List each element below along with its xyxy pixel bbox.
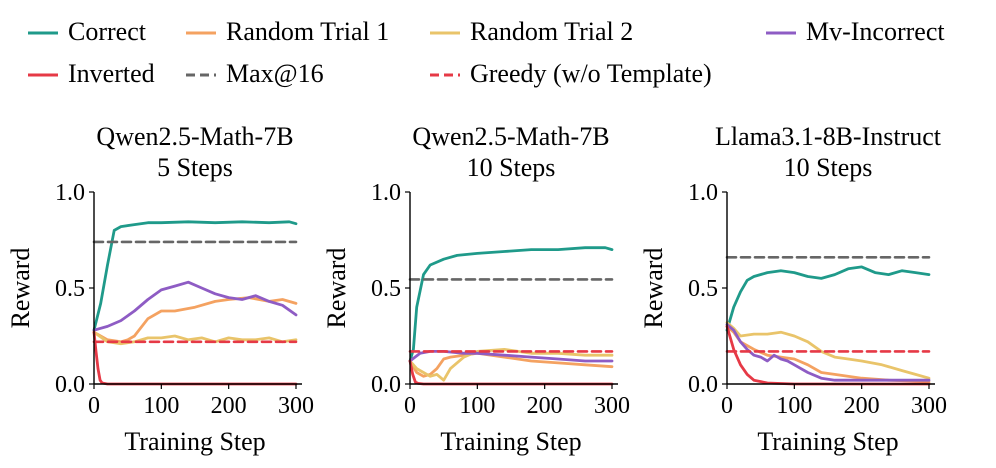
legend-entry-mv-incorrect: Mv-Incorrect [766,17,945,46]
y-axis-label: Reward [6,248,35,329]
legend-entry-random-trial-2: Random Trial 2 [430,17,633,46]
y-axis-label: Reward [322,248,351,329]
x-tick-label: 0 [404,393,416,419]
series-line-correct [408,246,614,363]
legend-entry-greedy-w-o-template: Greedy (w/o Template) [430,59,712,88]
x-tick-label: 100 [459,393,495,419]
x-tick-label: 100 [776,393,812,419]
legend-entry-max-16: Max@16 [186,59,324,88]
y-tick-label: 0.5 [371,276,401,302]
legend: Correct Random Trial 1 Random Trial 2 Mv-In… [28,17,945,88]
x-tick-label: 100 [143,393,179,419]
series-group [92,220,298,386]
legend-label-mv-incorrect: Mv-Incorrect [806,17,945,46]
chart-title-line-1: Qwen2.5-Math-7B [412,122,609,151]
series-group [725,255,931,386]
y-tick-label: 0.0 [55,372,85,398]
series-group [408,246,614,386]
y-axis-label: Reward [639,248,668,329]
series-line-random-trial-2 [725,321,931,380]
x-axis-label: Training Step [124,427,265,456]
y-tick-label: 1.0 [688,180,718,206]
y-tick-label: 0.0 [371,372,401,398]
x-axis-label: Training Step [440,427,581,456]
legend-label-correct: Correct [68,17,147,46]
x-tick-label: 0 [721,393,733,419]
legend-label-random-trial-2: Random Trial 2 [470,17,633,46]
legend-entry-inverted: Inverted [28,59,155,88]
y-tick-label: 0.0 [688,372,718,398]
chart-title-line-2: 5 Steps [157,153,233,182]
chart-panel-1: Qwen2.5-Math-7B5 Steps 0 100 200 300 0.0 0.5 1.… [6,122,314,456]
x-tick-label: 300 [278,393,314,419]
legend-label-random-trial-1: Random Trial 1 [226,17,389,46]
chart-title-line-2: 10 Steps [467,153,556,182]
series-line-random-trial-1 [408,351,614,378]
legend-entry-correct: Correct [28,17,147,46]
x-tick-label: 300 [594,393,630,419]
legend-label-max-16: Max@16 [226,59,324,88]
legend-label-greedy-w-o-template: Greedy (w/o Template) [470,59,712,88]
series-line-random-trial-2 [408,347,614,382]
y-tick-label: 0.5 [55,276,85,302]
y-tick-label: 1.0 [55,180,85,206]
series-line-correct [725,265,931,332]
x-tick-label: 300 [911,393,947,419]
x-tick-label: 200 [211,393,247,419]
y-tick-label: 0.5 [688,276,718,302]
legend-label-inverted: Inverted [68,59,155,88]
chart-title-line-1: Llama3.1-8B-Instruct [715,122,942,151]
x-tick-label: 200 [844,393,880,419]
chart-title-line-1: Qwen2.5-Math-7B [96,122,293,151]
x-axis-label: Training Step [757,427,898,456]
y-tick-label: 1.0 [371,180,401,206]
series-line-correct [92,220,298,332]
series-line-mv-incorrect [92,280,298,332]
series-line-mv-incorrect [725,323,931,382]
legend-entry-random-trial-1: Random Trial 1 [186,17,389,46]
x-tick-label: 200 [527,393,563,419]
chart-title-line-2: 10 Steps [784,153,873,182]
x-tick-label: 0 [88,393,100,419]
